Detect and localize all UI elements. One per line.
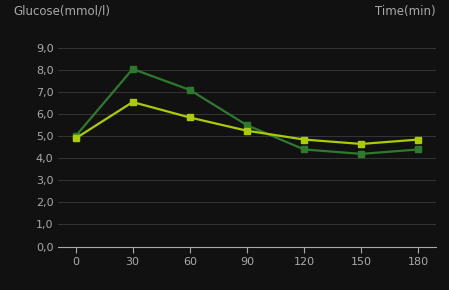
Text: Time(min): Time(min) [375,5,436,18]
Text: Glucose(mmol/l): Glucose(mmol/l) [13,5,110,18]
